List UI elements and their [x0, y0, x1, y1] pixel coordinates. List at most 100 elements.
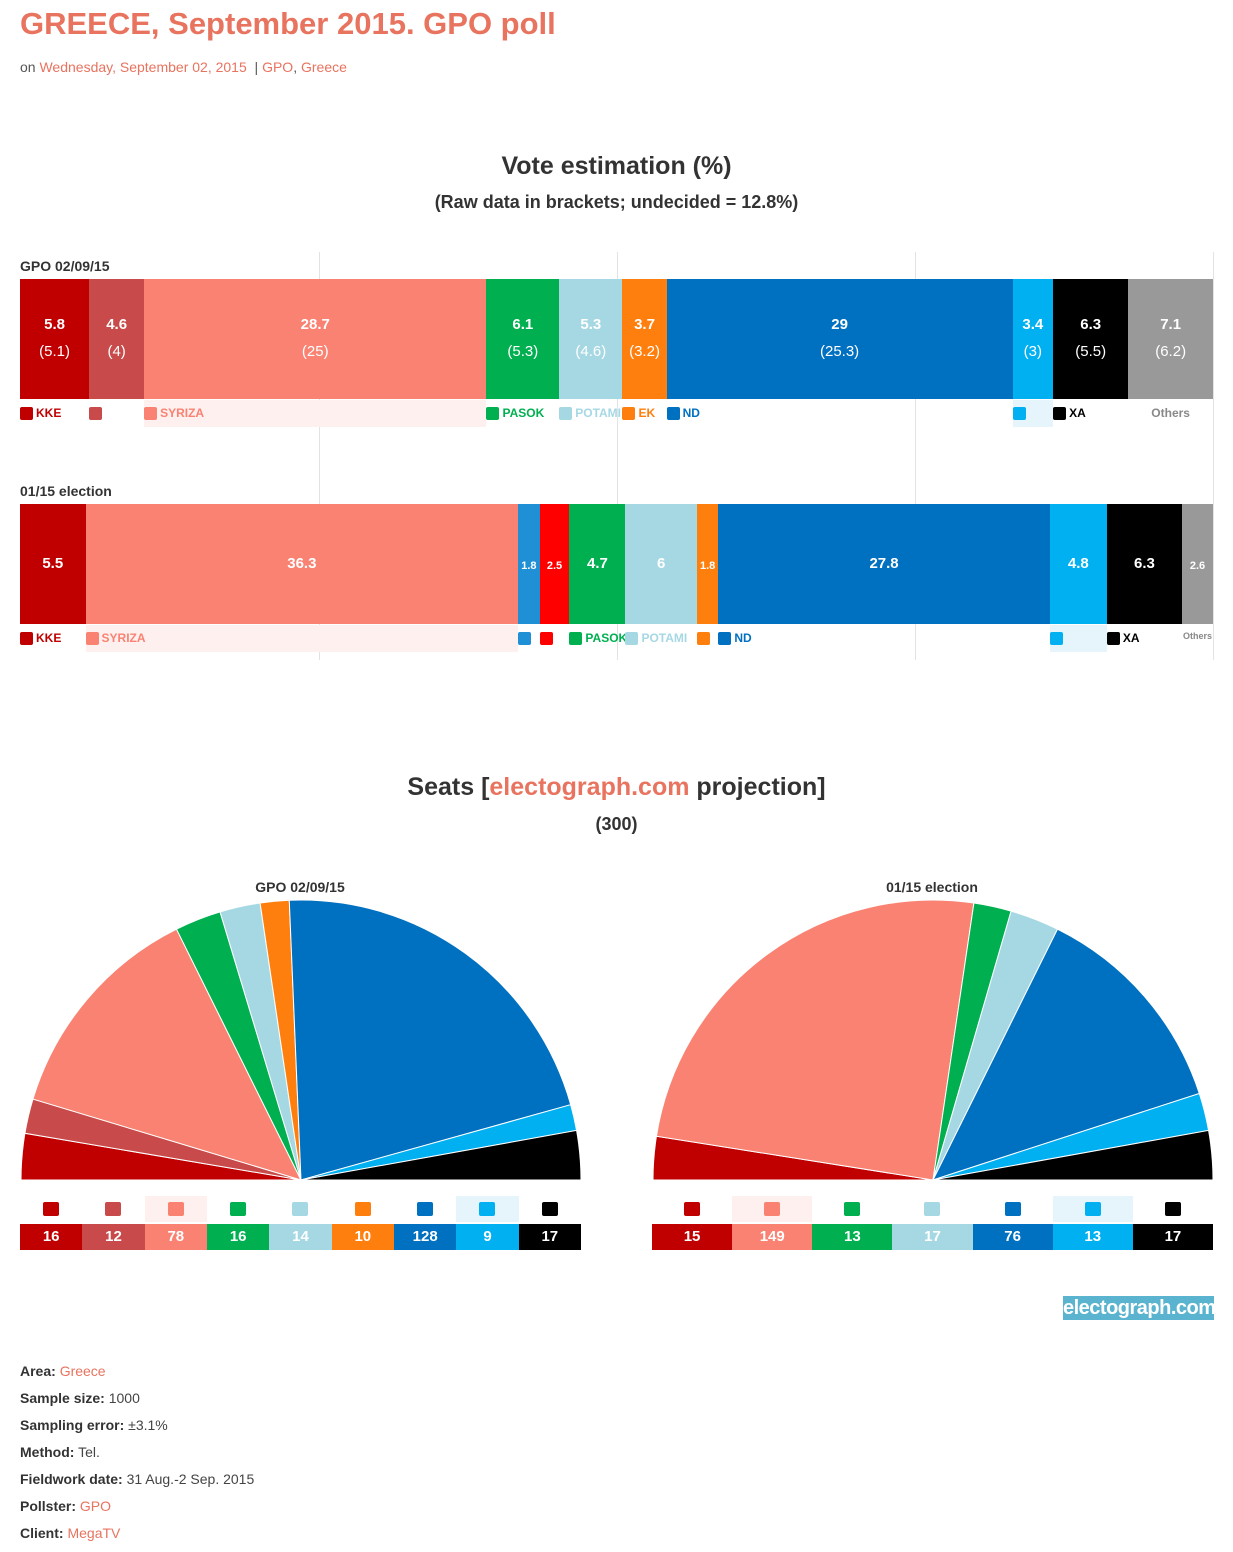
meta-separator: | — [254, 59, 259, 75]
info-error-value: ±3.1% — [128, 1417, 168, 1433]
bar-segment-xa: 6.3 — [1106, 504, 1182, 624]
info-pollster: Pollster: GPO — [20, 1498, 111, 1514]
meta-comma: , — [293, 59, 298, 75]
info-sample-value: 1000 — [108, 1390, 140, 1406]
poll-seat-halfpie — [20, 899, 582, 1181]
bar-raw-value: (5.1) — [39, 343, 71, 360]
seat-logo-xa — [519, 1196, 581, 1222]
bar-value: 4.6 — [106, 316, 128, 333]
election-party-logos: KKE SYRIZA PASOK POTAMI ND XA Others — [20, 625, 1213, 652]
info-client-link[interactable]: MegaTV — [67, 1525, 121, 1541]
potami-icon — [559, 407, 573, 420]
seat-value-ek: 10 — [331, 1224, 394, 1250]
seat-logo-lae — [82, 1196, 144, 1222]
seat-logo-xa — [1133, 1196, 1213, 1222]
seat-value-nd: 76 — [972, 1224, 1053, 1250]
anel-icon — [479, 1202, 496, 1216]
info-area: Area: Greece — [20, 1363, 106, 1379]
party-logo-pasok: PASOK — [486, 400, 559, 427]
info-area-link[interactable]: Greece — [59, 1363, 106, 1379]
seat-value-pasok: 16 — [207, 1224, 270, 1250]
election-seat-values: 15 149 13 17 76 13 17 — [652, 1224, 1213, 1250]
bar-raw-value: (25) — [301, 343, 329, 360]
election-stacked-bar: 5.5 36.3 1.8 2.5 4.7 6 1.8 27.8 4.8 6.3 2.6 — [20, 504, 1213, 624]
party-logo-label: XA — [1122, 631, 1140, 645]
party-logo-label: KKE — [36, 406, 62, 420]
seats-title-link[interactable]: electograph.com — [489, 773, 690, 801]
info-fieldwork: Fieldwork date: 31 Aug.-2 Sep. 2015 — [20, 1471, 254, 1487]
party-logo-ek: EK — [622, 400, 666, 427]
bar-segment-pasok: 6.1 (5.3) — [486, 279, 560, 399]
bar-segment-others: 2.6 — [1182, 504, 1213, 624]
party-logo-dimar — [518, 625, 539, 652]
bar-raw-value: (5.5) — [1075, 343, 1107, 360]
gridline — [617, 252, 618, 660]
info-pollster-link[interactable]: GPO — [79, 1498, 112, 1514]
bar-segment-potami: 5.3 (4.6) — [559, 279, 623, 399]
poll-bar-label: GPO 02/09/15 — [20, 258, 110, 274]
pasok-icon — [486, 407, 500, 420]
seat-value-xa: 17 — [518, 1224, 581, 1250]
party-logo-pasok: PASOK — [569, 625, 625, 652]
bar-value: 7.1 — [1160, 316, 1182, 333]
bar-value: 6.3 — [1134, 555, 1155, 572]
category-link-greece[interactable]: Greece — [300, 59, 347, 75]
nd-icon — [1004, 1202, 1021, 1216]
seat-logo-kke — [652, 1196, 732, 1222]
lae-icon — [105, 1202, 122, 1216]
bar-segment-nd: 27.8 — [718, 504, 1050, 624]
bar-value: 27.8 — [869, 555, 899, 572]
gridline — [1213, 252, 1214, 660]
info-client: Client: MegaTV — [20, 1525, 120, 1541]
party-logo-label: ND — [734, 631, 752, 645]
kke-icon — [684, 1202, 701, 1216]
party-logo-label: SYRIZA — [101, 631, 146, 645]
seats-title-pre: Seats [ — [407, 773, 490, 801]
bar-value: 6.1 — [512, 316, 534, 333]
pasok-icon — [844, 1202, 861, 1216]
info-area-label: Area: — [20, 1363, 56, 1379]
bar-segment-others: 7.1 (6.2) — [1128, 279, 1213, 399]
syriza-icon — [764, 1202, 781, 1216]
bar-segment-xa: 6.3 (5.5) — [1053, 279, 1129, 399]
vote-chart-title: Vote estimation (%) — [501, 152, 732, 180]
bar-segment-ek: 1.8 — [696, 504, 719, 624]
seat-value-anel: 9 — [456, 1224, 519, 1250]
anel-icon — [1084, 1202, 1101, 1216]
bar-segment-anel: 3.4 (3) — [1012, 279, 1054, 399]
anel-icon — [1012, 407, 1026, 420]
info-method-value: Tel. — [78, 1444, 100, 1460]
syriza-icon — [85, 632, 99, 645]
category-link-gpo[interactable]: GPO — [262, 59, 294, 75]
seat-logo-pasok — [207, 1196, 269, 1222]
seat-logo-anel — [1052, 1196, 1133, 1222]
party-logo-syriza: SYRIZA — [144, 400, 487, 427]
xa-icon — [541, 1202, 558, 1216]
seat-logo-anel — [456, 1196, 519, 1222]
seat-value-syriza: 78 — [144, 1224, 207, 1250]
bar-value: 5.5 — [42, 555, 64, 572]
electograph-brand-logo[interactable]: electograph.com — [1063, 1296, 1216, 1320]
pie-slice-syriza — [655, 899, 975, 1181]
post-date-link[interactable]: Wednesday, September 02, 2015 — [39, 59, 247, 75]
bar-raw-value: (3) — [1023, 343, 1042, 360]
pie-slice-xa — [932, 1129, 1214, 1181]
seat-logo-potami — [892, 1196, 972, 1222]
party-logo-label: PASOK — [585, 631, 626, 645]
seat-logo-kke — [20, 1196, 82, 1222]
bar-raw-value: (5.3) — [507, 343, 539, 360]
party-logo-label: SYRIZA — [160, 406, 205, 420]
info-method: Method: Tel. — [20, 1444, 100, 1460]
seat-value-potami: 14 — [269, 1224, 332, 1250]
kke-icon — [20, 632, 33, 645]
pie-slice-syriza — [32, 928, 302, 1181]
nd-icon — [666, 407, 680, 420]
pie-slice-xa — [300, 1129, 582, 1181]
syriza-icon — [144, 407, 158, 420]
seat-logo-syriza — [732, 1196, 813, 1222]
seat-logo-ek — [332, 1196, 394, 1222]
party-logo-potami: POTAMI — [625, 625, 697, 652]
party-logo-label: Others — [1182, 631, 1212, 641]
potami-icon — [924, 1202, 941, 1216]
pie-slice-nd — [288, 899, 572, 1181]
